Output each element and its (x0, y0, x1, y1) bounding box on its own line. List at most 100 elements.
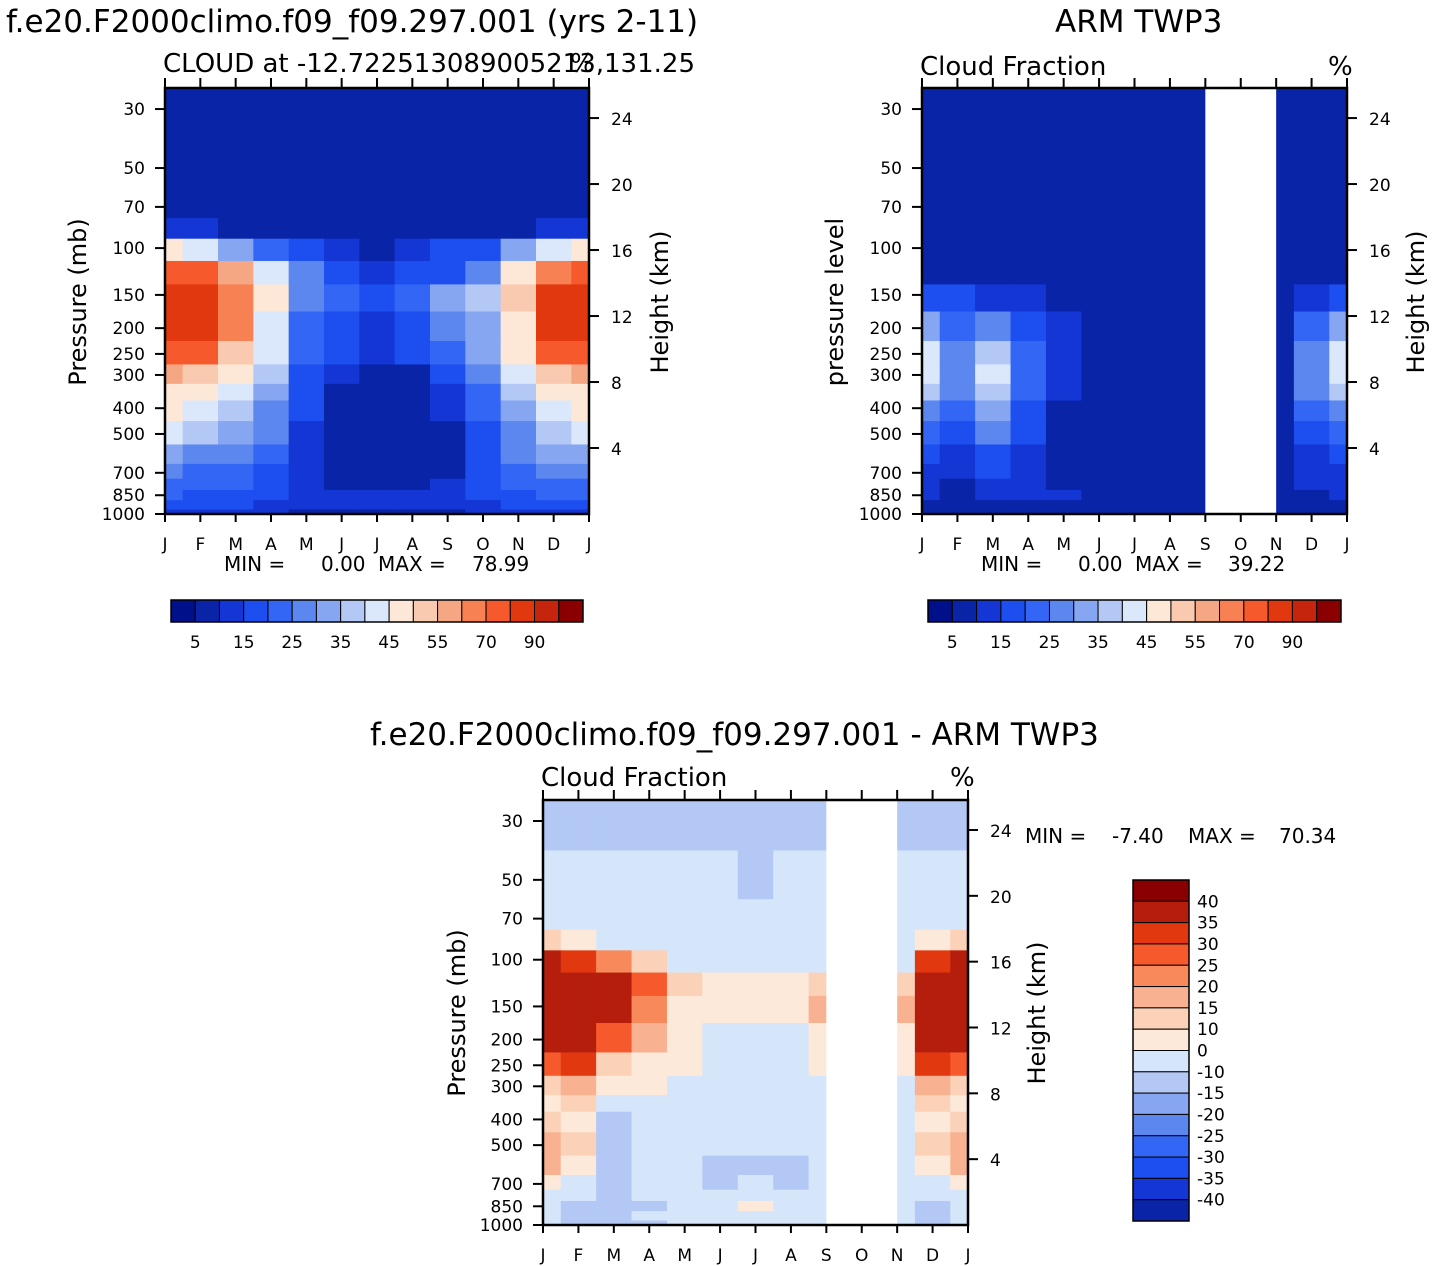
heatmap-cell (922, 284, 941, 313)
panel2-min-label: MIN = (981, 552, 1042, 576)
panel1-title: f.e20.F2000climo.f09_f09.297.001 (yrs 2-… (6, 4, 698, 40)
heatmap-cell (394, 284, 431, 313)
heatmap-cell (631, 1023, 668, 1054)
heatmap-cell (702, 972, 739, 997)
heatmap-cell (1081, 478, 1118, 491)
heatmap-cell (1329, 478, 1348, 491)
heatmap-cell (596, 995, 633, 1024)
heatmap-cell (914, 1075, 951, 1096)
heatmap-cell (1152, 364, 1189, 385)
colorbar-label: 70 (475, 633, 497, 653)
heatmap-cell (950, 1155, 969, 1176)
panel2-max-value: 39.22 (1228, 552, 1285, 576)
heatmap-cell (922, 489, 941, 501)
colorbar-swatch (364, 599, 390, 623)
colorbar-label: -10 (1197, 1063, 1225, 1083)
heatmap-cell (500, 489, 537, 501)
x-tick-label: A (265, 535, 277, 555)
heatmap-cell (914, 1200, 951, 1212)
colorbar-swatch (1132, 1028, 1190, 1051)
panel3-max-label: MAX = (1188, 824, 1256, 848)
heatmap-cell (560, 810, 597, 852)
heatmap-cell (596, 1023, 633, 1054)
colorbar-swatch (927, 599, 953, 623)
heatmap-cell (702, 1111, 739, 1133)
panel1-max-label: MAX = (378, 552, 446, 576)
heatmap-cell (182, 88, 219, 100)
heatmap-cell (922, 383, 941, 402)
heatmap-cell (737, 1132, 774, 1157)
heatmap-cell (1045, 341, 1082, 366)
heatmap-cell (288, 284, 325, 313)
y-right-tick-label: 20 (990, 888, 1012, 908)
heatmap-cell (359, 500, 396, 511)
colorbar-swatch (388, 599, 414, 623)
heatmap-cell (1293, 444, 1330, 465)
heatmap-cell (1010, 489, 1047, 501)
heatmap-cell (465, 284, 502, 313)
missing-data-region (1205, 88, 1277, 514)
heatmap-cell (359, 400, 396, 422)
heatmap-cell (950, 1023, 969, 1054)
x-tick-label: F (574, 1246, 584, 1266)
heatmap-cell (394, 421, 431, 446)
heatmap-cell (631, 1095, 668, 1113)
heatmap-cell (773, 950, 810, 974)
heatmap-cell (182, 260, 219, 285)
heatmap-cell (914, 1132, 951, 1157)
heatmap-cell (288, 383, 325, 402)
heatmap-cell (939, 88, 976, 100)
colorbar-label: 15 (1197, 999, 1219, 1019)
heatmap-cell (324, 400, 360, 422)
heatmap-cell (914, 1111, 951, 1133)
heatmap-cell (737, 899, 774, 931)
heatmap-cell (465, 138, 502, 189)
heatmap-cell (430, 88, 466, 100)
heatmap-cell (394, 364, 431, 385)
heatmap-cell (394, 444, 431, 465)
heatmap-cell (631, 850, 668, 900)
x-tick-label: J (752, 1246, 758, 1266)
heatmap-cell (1081, 383, 1118, 402)
heatmap-cell (543, 899, 562, 931)
heatmap-cell (218, 98, 254, 140)
heatmap-cell (394, 500, 431, 511)
heatmap-cell (975, 364, 1012, 385)
heatmap-cell (288, 138, 325, 189)
panel3-min-label: MIN = (1025, 824, 1086, 848)
heatmap-cell (560, 972, 597, 997)
heatmap-cell (1293, 187, 1330, 219)
heatmap-cell (631, 950, 668, 974)
heatmap-cell (253, 509, 290, 515)
heatmap-cell (536, 463, 572, 480)
panel2-left-label: Cloud Fraction (920, 52, 1106, 82)
y-tick-label: 500 (870, 425, 902, 445)
heatmap-cell (1116, 489, 1153, 501)
heatmap-cell (914, 1155, 951, 1176)
y-tick-label: 700 (491, 1175, 523, 1195)
heatmap-cell (702, 1075, 739, 1096)
heatmap-cell (218, 260, 254, 285)
heatmap-cell (1329, 444, 1348, 465)
colorbar-swatch (509, 599, 536, 623)
heatmap-cell (1293, 98, 1330, 140)
heatmap-cell (543, 1052, 562, 1077)
heatmap-cell (465, 218, 502, 240)
y-tick-label: 850 (113, 486, 145, 506)
heatmap-cell (939, 489, 976, 501)
heatmap-cell (182, 509, 219, 515)
heatmap-cell (773, 1155, 810, 1176)
panel2-units: % (1328, 52, 1353, 82)
heatmap-cell (394, 463, 431, 480)
heatmap-cell (394, 218, 431, 240)
heatmap-cell (1293, 284, 1330, 313)
heatmap-cell (1116, 509, 1153, 515)
heatmap-cell (543, 1189, 562, 1202)
heatmap-cell (543, 1155, 562, 1176)
heatmap-cell (1045, 383, 1082, 402)
heatmap-cell (324, 88, 360, 100)
heatmap-cell (1010, 187, 1047, 219)
heatmap-cell (560, 1211, 597, 1222)
x-tick-label: O (476, 535, 489, 555)
heatmap-cell (1329, 187, 1348, 219)
